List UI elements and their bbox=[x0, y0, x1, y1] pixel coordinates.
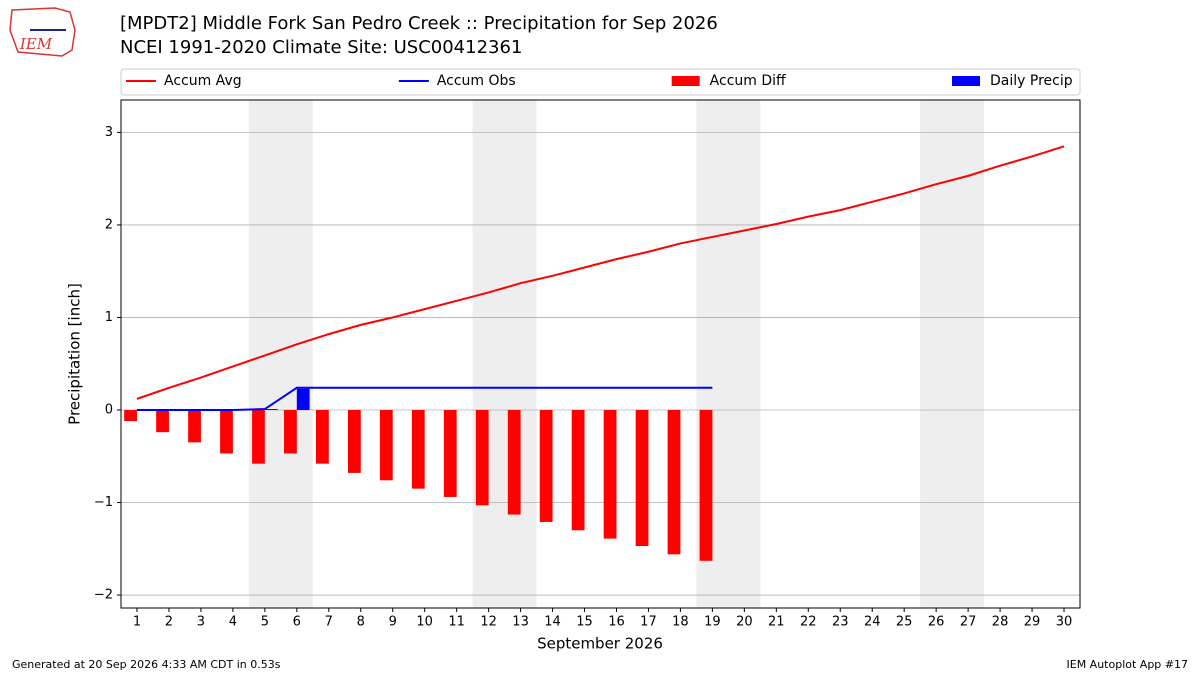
series-line bbox=[136, 386, 713, 411]
x-tick-label: 18 bbox=[672, 615, 689, 630]
bar bbox=[635, 409, 649, 547]
weekend-shade bbox=[248, 100, 313, 608]
x-tick-label: 10 bbox=[416, 615, 433, 630]
x-tick-label: 12 bbox=[480, 615, 497, 630]
bar bbox=[347, 409, 361, 473]
x-tick-label: 27 bbox=[960, 615, 977, 630]
bar bbox=[296, 388, 310, 410]
y-axis-label: Precipitation [inch] bbox=[66, 283, 84, 425]
bar bbox=[252, 409, 265, 464]
bar bbox=[539, 409, 553, 522]
x-tick-label: 5 bbox=[261, 615, 269, 630]
bar bbox=[315, 409, 329, 464]
y-tick-label: −2 bbox=[94, 588, 113, 603]
x-tick-label: 8 bbox=[357, 615, 365, 630]
x-tick-label: 21 bbox=[768, 615, 785, 630]
bar bbox=[443, 409, 457, 497]
x-tick-label: 13 bbox=[512, 615, 529, 630]
legend-label: Daily Precip bbox=[990, 73, 1073, 89]
bar bbox=[379, 409, 393, 481]
x-tick-label: 29 bbox=[1024, 615, 1041, 630]
x-tick-label: 28 bbox=[992, 615, 1009, 630]
x-tick-label: 25 bbox=[896, 615, 913, 630]
logo-outline bbox=[9, 7, 76, 57]
bar bbox=[220, 409, 233, 454]
bar bbox=[188, 409, 201, 443]
x-axis-label: September 2026 bbox=[537, 635, 663, 653]
x-tick-label: 17 bbox=[640, 615, 657, 630]
x-tick-label: 14 bbox=[544, 615, 561, 630]
logo-text: IEM bbox=[19, 35, 53, 53]
legend-box bbox=[120, 68, 1081, 96]
y-tick-label: 3 bbox=[105, 125, 113, 140]
bar bbox=[507, 409, 521, 515]
x-tick-label: 16 bbox=[608, 615, 625, 630]
bar bbox=[124, 409, 137, 422]
chart-title: [MPDT2] Middle Fork San Pedro Creek :: P… bbox=[120, 13, 718, 34]
weekend-shade bbox=[920, 100, 985, 608]
plot-frame bbox=[120, 99, 1081, 609]
chart-subtitle: NCEI 1991-2020 Climate Site: USC00412361 bbox=[120, 37, 522, 58]
x-tick-label: 9 bbox=[389, 615, 397, 630]
x-tick-label: 11 bbox=[448, 615, 465, 630]
legend-label: Accum Diff bbox=[710, 73, 786, 89]
bar bbox=[264, 409, 278, 410]
x-tick-label: 23 bbox=[832, 615, 849, 630]
legend-label: Accum Obs bbox=[437, 73, 516, 89]
bar bbox=[156, 409, 169, 433]
bar bbox=[699, 409, 713, 561]
x-tick-label: 26 bbox=[928, 615, 945, 630]
footer-right: IEM Autoplot App #17 bbox=[1067, 658, 1189, 671]
bar bbox=[667, 409, 681, 555]
footer-left: Generated at 20 Sep 2026 4:33 AM CDT in … bbox=[12, 658, 281, 671]
bar bbox=[475, 409, 489, 506]
bar bbox=[411, 409, 425, 489]
legend-label: Accum Avg bbox=[164, 73, 242, 89]
x-tick-label: 22 bbox=[800, 615, 817, 630]
legend-swatch bbox=[671, 76, 700, 86]
x-tick-label: 20 bbox=[736, 615, 753, 630]
series-line bbox=[136, 145, 1065, 400]
x-tick-label: 6 bbox=[293, 615, 301, 630]
x-tick-label: 15 bbox=[576, 615, 593, 630]
x-tick-label: 2 bbox=[165, 615, 173, 630]
x-tick-label: 19 bbox=[704, 615, 721, 630]
x-tick-label: 24 bbox=[864, 615, 881, 630]
y-tick-label: 0 bbox=[105, 402, 113, 417]
x-tick-label: 7 bbox=[325, 615, 333, 630]
y-tick-label: −1 bbox=[94, 495, 113, 510]
x-tick-label: 4 bbox=[229, 615, 237, 630]
bar bbox=[571, 409, 585, 531]
legend-swatch bbox=[952, 76, 980, 86]
logo: IEM bbox=[9, 7, 76, 57]
y-tick-label: 2 bbox=[105, 217, 113, 232]
x-tick-label: 3 bbox=[197, 615, 205, 630]
weekend-shade bbox=[472, 100, 537, 608]
bar bbox=[603, 409, 617, 539]
x-tick-label: 1 bbox=[133, 615, 141, 630]
bar bbox=[284, 409, 297, 454]
x-tick-label: 30 bbox=[1056, 615, 1073, 630]
y-tick-label: 1 bbox=[105, 310, 113, 325]
